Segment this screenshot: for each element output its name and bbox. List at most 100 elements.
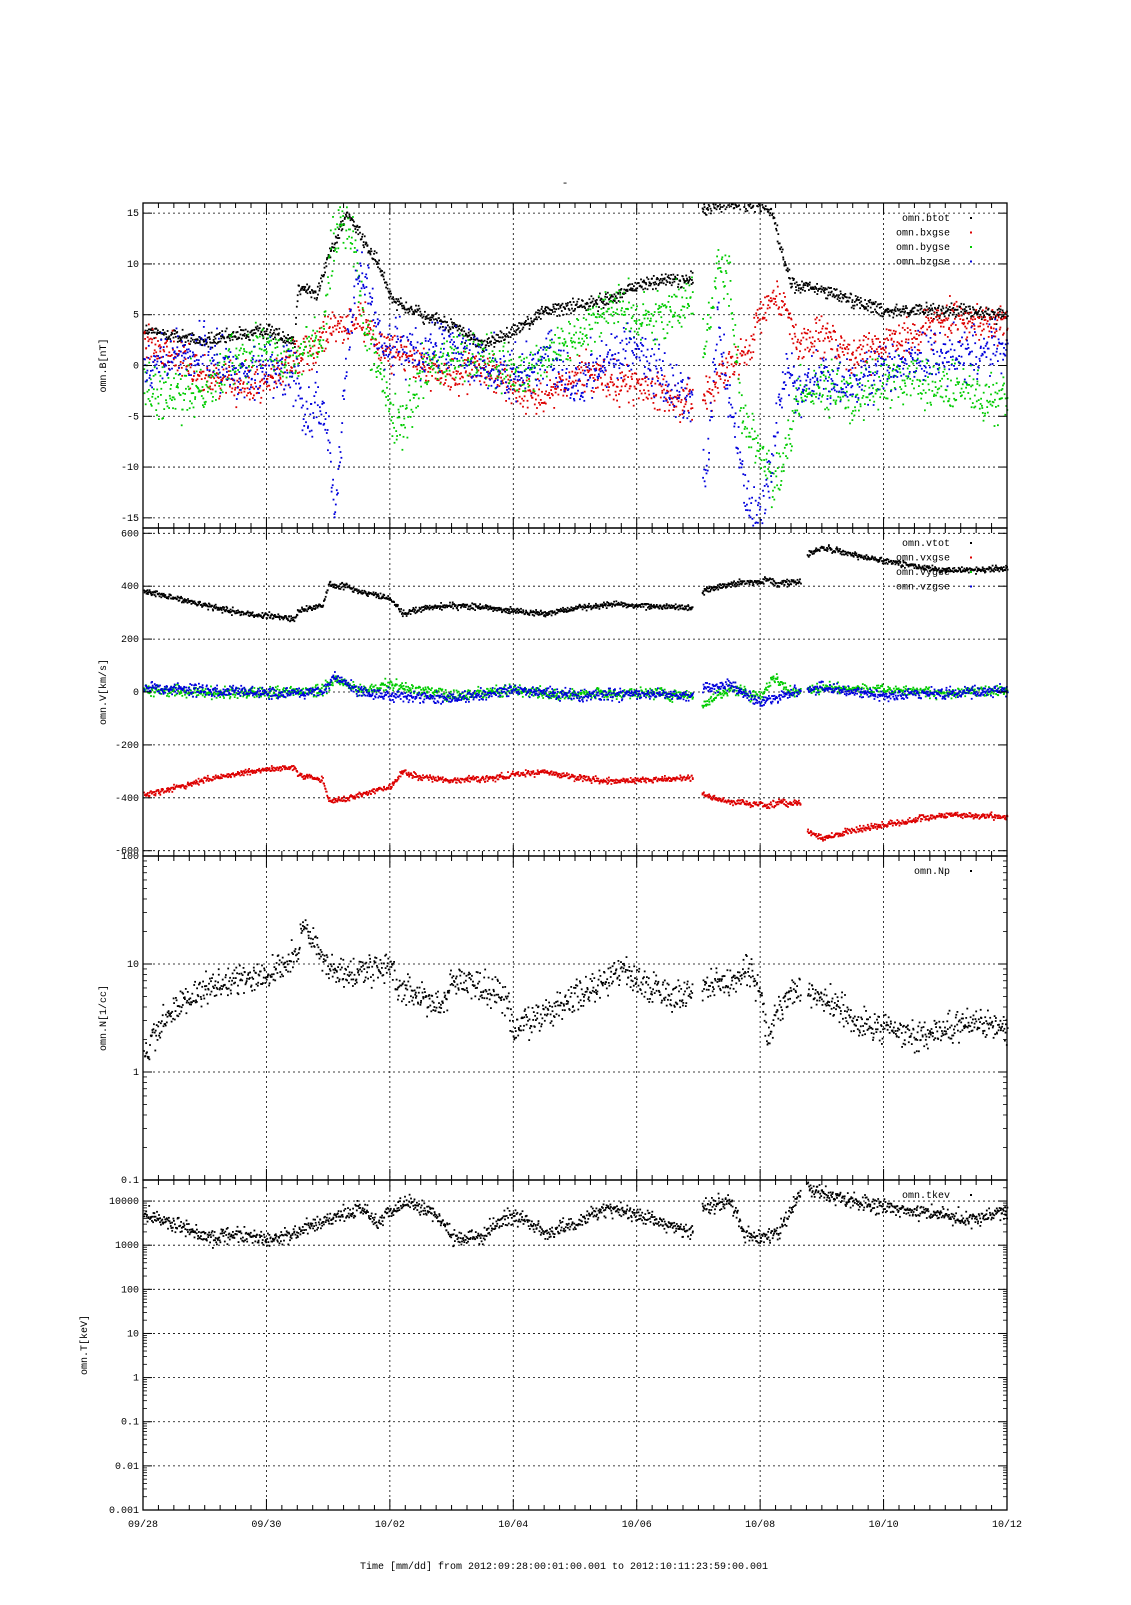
data-point: [877, 351, 879, 353]
series-omn-bygse: [143, 206, 1008, 508]
data-point: [916, 367, 918, 369]
data-point: [632, 373, 634, 375]
data-point: [327, 276, 329, 278]
data-point: [990, 404, 992, 406]
data-point: [593, 377, 595, 379]
data-point: [266, 328, 268, 330]
data-point: [592, 298, 594, 300]
data-point: [331, 275, 333, 277]
data-point: [384, 342, 386, 344]
data-point: [192, 352, 194, 354]
data-point: [585, 349, 587, 351]
data-point: [307, 352, 309, 354]
data-point: [400, 339, 402, 341]
data-point: [879, 307, 881, 309]
data-point: [548, 394, 550, 396]
data-point: [317, 386, 319, 388]
data-point: [342, 220, 344, 222]
data-point: [243, 329, 245, 331]
data-point: [342, 395, 344, 397]
data-point: [887, 339, 889, 341]
data-point: [839, 297, 841, 299]
data-point: [549, 345, 551, 347]
data-point: [222, 374, 224, 376]
data-point: [531, 322, 533, 324]
data-point: [274, 359, 276, 361]
data-point: [772, 292, 774, 294]
data-point: [856, 350, 858, 352]
data-point: [720, 206, 722, 208]
data-point: [421, 354, 423, 356]
data-point: [333, 331, 335, 333]
data-point: [224, 384, 226, 386]
data-point: [989, 318, 991, 320]
data-point: [655, 303, 657, 305]
data-point: [378, 358, 380, 360]
data-point: [169, 398, 171, 400]
data-point: [396, 439, 398, 441]
data-point: [591, 295, 593, 297]
data-point: [719, 376, 721, 378]
data-point: [877, 409, 879, 411]
data-point: [375, 326, 377, 328]
data-point: [829, 417, 831, 419]
data-point: [575, 380, 577, 382]
data-point: [673, 409, 675, 411]
data-point: [174, 333, 176, 335]
data-point: [406, 336, 408, 338]
data-point: [606, 303, 608, 305]
data-point: [972, 306, 974, 308]
data-point: [306, 401, 308, 403]
data-point: [754, 431, 756, 433]
data-point: [859, 340, 861, 342]
data-point: [706, 329, 708, 331]
data-point: [858, 410, 860, 412]
data-point: [326, 265, 328, 267]
data-point: [363, 241, 365, 243]
data-point: [273, 338, 275, 340]
data-point: [999, 311, 1001, 313]
data-point: [570, 360, 572, 362]
data-point: [347, 338, 349, 340]
data-point: [816, 283, 818, 285]
data-point: [512, 333, 514, 335]
data-point: [279, 373, 281, 375]
data-point: [832, 325, 834, 327]
data-point: [786, 444, 788, 446]
data-point: [436, 365, 438, 367]
data-point: [784, 447, 786, 449]
data-point: [820, 331, 822, 333]
data-point: [769, 214, 771, 216]
data-point: [1004, 414, 1006, 416]
data-point: [238, 354, 240, 356]
data-point: [282, 371, 284, 373]
data-point: [189, 407, 191, 409]
data-point: [199, 340, 201, 342]
data-point: [375, 351, 377, 353]
data-point: [535, 399, 537, 401]
data-point: [893, 312, 895, 314]
data-point: [534, 390, 536, 392]
data-point: [246, 395, 248, 397]
data-point: [378, 342, 380, 344]
data-point: [349, 214, 351, 216]
data-point: [573, 334, 575, 336]
data-point: [409, 350, 411, 352]
data-point: [580, 372, 582, 374]
data-point: [950, 330, 952, 332]
data-point: [256, 366, 258, 368]
data-point: [797, 358, 799, 360]
data-point: [315, 335, 317, 337]
data-point: [508, 382, 510, 384]
data-point: [290, 340, 292, 342]
data-point: [598, 295, 600, 297]
data-point: [617, 379, 619, 381]
data-point: [532, 354, 534, 356]
data-point: [587, 309, 589, 311]
data-point: [329, 452, 331, 454]
data-point: [309, 345, 311, 347]
data-point: [505, 336, 507, 338]
data-point: [362, 244, 364, 246]
data-point: [274, 343, 276, 345]
data-point: [638, 334, 640, 336]
